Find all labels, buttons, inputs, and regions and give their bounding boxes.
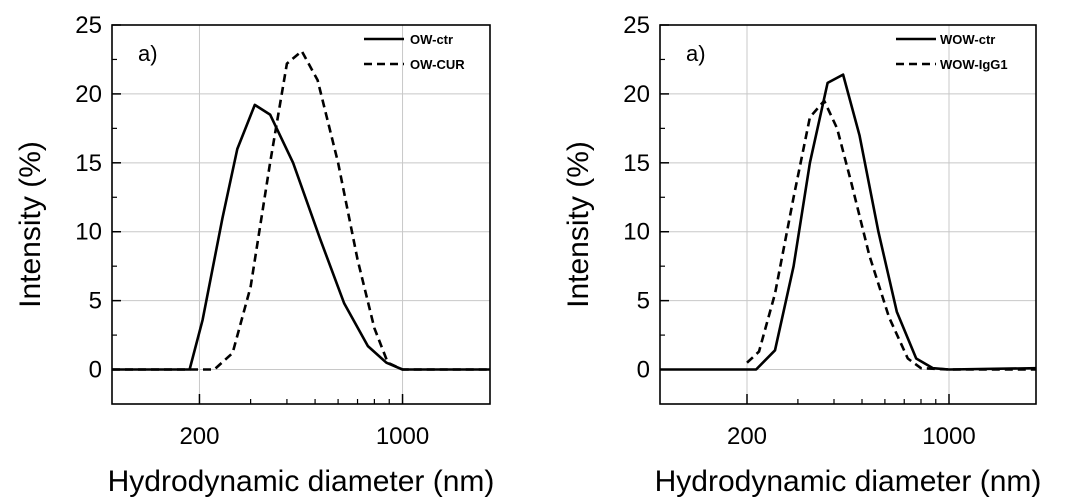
y-tick-label: 5	[89, 288, 102, 315]
y-tick-label: 5	[637, 288, 650, 315]
series-line	[112, 49, 490, 371]
y-tick-label: 10	[75, 219, 102, 246]
y-tick-label: 0	[89, 357, 102, 384]
legend-label: OW-CUR	[410, 57, 465, 72]
x-axis-title: Hydrodynamic diameter (nm)	[655, 465, 1042, 498]
y-tick-label: 25	[75, 12, 102, 39]
series-line	[112, 103, 490, 371]
x-axis-title: Hydrodynamic diameter (nm)	[108, 465, 495, 498]
y-axis-title: Intensity (%)	[562, 141, 595, 308]
legend-label: WOW-IgG1	[940, 57, 1008, 72]
x-tick-label: 200	[727, 423, 767, 450]
y-tick-label: 20	[623, 81, 650, 108]
legend-label: OW-ctr	[410, 32, 453, 47]
y-tick-label: 0	[637, 357, 650, 384]
series-line	[660, 73, 1037, 371]
y-tick-label: 10	[623, 219, 650, 246]
y-tick-label: 15	[623, 150, 650, 177]
x-tick-label: 200	[179, 423, 219, 450]
series-line	[746, 99, 1036, 371]
panel-letter: a)	[138, 41, 158, 66]
x-tick-label: 1000	[922, 423, 975, 450]
panel-letter: a)	[686, 41, 706, 66]
chart-panel-right: 0 5 10 15 20 25 200 1000 a) WOW-ctr WOW-IgG1 Hydrod…	[562, 12, 1041, 498]
chart-panel-left: 0 5 10 15 20 25 200 1000 a) OW-ctr OW-CUR Hydrodyna…	[14, 12, 494, 498]
plot-frame	[659, 24, 1037, 405]
x-tick-label: 1000	[376, 423, 429, 450]
plot-frame	[111, 24, 491, 405]
y-tick-label: 25	[623, 12, 650, 39]
y-axis-title: Intensity (%)	[14, 141, 47, 308]
legend-label: WOW-ctr	[940, 32, 995, 47]
y-tick-label: 15	[75, 150, 102, 177]
y-tick-label: 20	[75, 81, 102, 108]
